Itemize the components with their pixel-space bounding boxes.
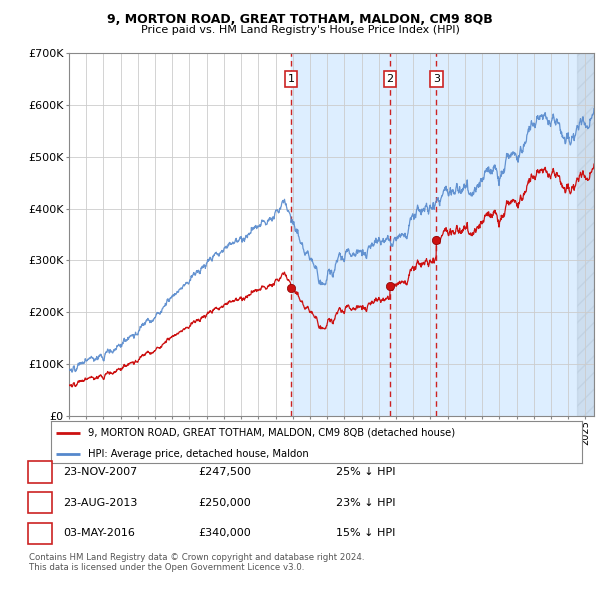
Text: HPI: Average price, detached house, Maldon: HPI: Average price, detached house, Mald… [88, 449, 309, 459]
Text: 25% ↓ HPI: 25% ↓ HPI [336, 467, 395, 477]
Text: 23% ↓ HPI: 23% ↓ HPI [336, 498, 395, 507]
Text: 2: 2 [386, 74, 394, 84]
Bar [577, 53, 594, 416]
Text: £340,000: £340,000 [198, 529, 251, 538]
Text: 1: 1 [37, 467, 44, 477]
Text: 1: 1 [287, 74, 295, 84]
Text: 2: 2 [37, 498, 44, 507]
Text: 03-MAY-2016: 03-MAY-2016 [63, 529, 135, 538]
Text: Contains HM Land Registry data © Crown copyright and database right 2024.: Contains HM Land Registry data © Crown c… [29, 553, 364, 562]
Text: 23-NOV-2007: 23-NOV-2007 [63, 467, 137, 477]
Text: Price paid vs. HM Land Registry's House Price Index (HPI): Price paid vs. HM Land Registry's House … [140, 25, 460, 35]
Text: 3: 3 [433, 74, 440, 84]
Text: 23-AUG-2013: 23-AUG-2013 [63, 498, 137, 507]
Text: £247,500: £247,500 [198, 467, 251, 477]
Text: 9, MORTON ROAD, GREAT TOTHAM, MALDON, CM9 8QB: 9, MORTON ROAD, GREAT TOTHAM, MALDON, CM… [107, 13, 493, 26]
Text: £250,000: £250,000 [198, 498, 251, 507]
Text: 15% ↓ HPI: 15% ↓ HPI [336, 529, 395, 538]
Text: This data is licensed under the Open Government Licence v3.0.: This data is licensed under the Open Gov… [29, 563, 304, 572]
Bar [291, 53, 594, 416]
Text: 3: 3 [37, 529, 44, 538]
Text: 9, MORTON ROAD, GREAT TOTHAM, MALDON, CM9 8QB (detached house): 9, MORTON ROAD, GREAT TOTHAM, MALDON, CM… [88, 428, 455, 438]
